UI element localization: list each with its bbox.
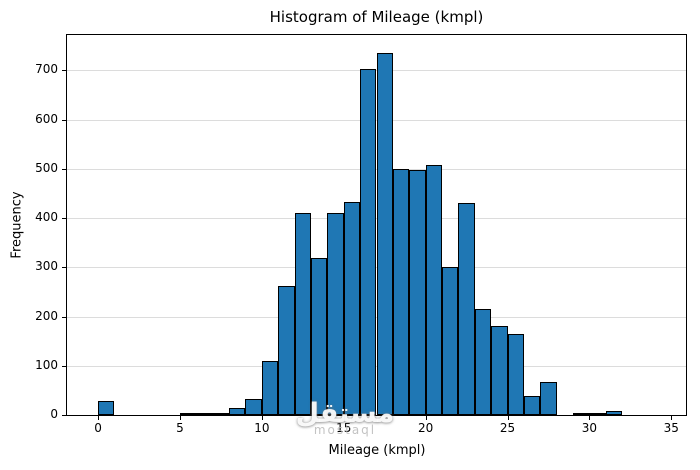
x-tick-mark xyxy=(179,416,181,420)
y-tick-mark xyxy=(62,316,66,318)
x-tick-label: 35 xyxy=(663,421,679,435)
x-tick-label: 5 xyxy=(176,421,184,435)
histogram-bar xyxy=(573,413,590,415)
y-tick-mark xyxy=(62,168,66,170)
histogram-bar xyxy=(310,257,328,415)
y-tick-mark xyxy=(62,267,66,269)
histogram-bar xyxy=(442,267,459,415)
histogram-bar xyxy=(294,213,311,415)
histogram-bar xyxy=(212,413,230,415)
histogram-bar xyxy=(229,407,246,415)
histogram-bar xyxy=(523,396,541,415)
x-tick-label: 20 xyxy=(417,421,434,435)
histogram-bar xyxy=(491,326,508,415)
x-tick-label: 0 xyxy=(94,421,102,435)
y-tick-label: 300 xyxy=(35,259,58,274)
histogram-bar xyxy=(376,53,393,415)
y-axis-label: Frequency xyxy=(9,191,25,259)
y-tick-mark xyxy=(62,218,66,220)
histogram-bar xyxy=(425,165,442,415)
x-tick-mark xyxy=(98,416,100,420)
x-tick-label: 10 xyxy=(254,421,270,435)
chart-title: Histogram of Mileage (kmpl) xyxy=(269,8,484,26)
x-tick-mark xyxy=(425,416,427,420)
x-tick-mark xyxy=(507,416,509,420)
histogram-bar xyxy=(474,309,492,415)
x-tick-mark xyxy=(671,416,673,420)
histogram-bar xyxy=(458,203,475,415)
histogram-bar xyxy=(409,170,426,415)
plot-area xyxy=(66,34,687,416)
y-tick-mark xyxy=(62,365,66,367)
histogram-bar xyxy=(179,413,197,415)
histogram-bar xyxy=(360,68,377,415)
histogram-bar xyxy=(507,333,524,415)
x-tick-mark xyxy=(343,416,345,420)
y-tick-label: 500 xyxy=(35,160,58,175)
y-tick-label: 600 xyxy=(35,111,58,126)
x-tick-label: 30 xyxy=(581,421,598,435)
histogram-bar xyxy=(261,360,279,415)
histogram-bar xyxy=(605,411,623,415)
x-tick-label: 25 xyxy=(499,421,516,435)
y-tick-mark xyxy=(62,119,66,121)
y-tick-mark xyxy=(62,415,66,416)
histogram-bar xyxy=(327,213,344,415)
histogram-bar xyxy=(392,168,410,415)
x-tick-mark xyxy=(589,416,591,420)
y-tick-label: 100 xyxy=(35,357,58,372)
histogram-bar xyxy=(589,413,606,415)
histogram-bar xyxy=(98,401,115,415)
y-tick-label: 400 xyxy=(35,210,58,225)
histogram-bar xyxy=(196,413,213,415)
y-tick-mark xyxy=(62,70,66,72)
histogram-bar xyxy=(245,398,262,415)
x-axis-label: Mileage (kmpl) xyxy=(328,443,426,458)
x-tick-mark xyxy=(261,416,263,420)
y-tick-label: 0 xyxy=(50,407,58,421)
histogram-bar xyxy=(278,286,295,415)
x-tick-label: 15 xyxy=(336,421,352,435)
y-tick-label: 200 xyxy=(35,308,58,323)
y-tick-label: 700 xyxy=(35,62,58,77)
histogram-bar xyxy=(540,381,557,415)
histogram-bar xyxy=(343,202,361,415)
